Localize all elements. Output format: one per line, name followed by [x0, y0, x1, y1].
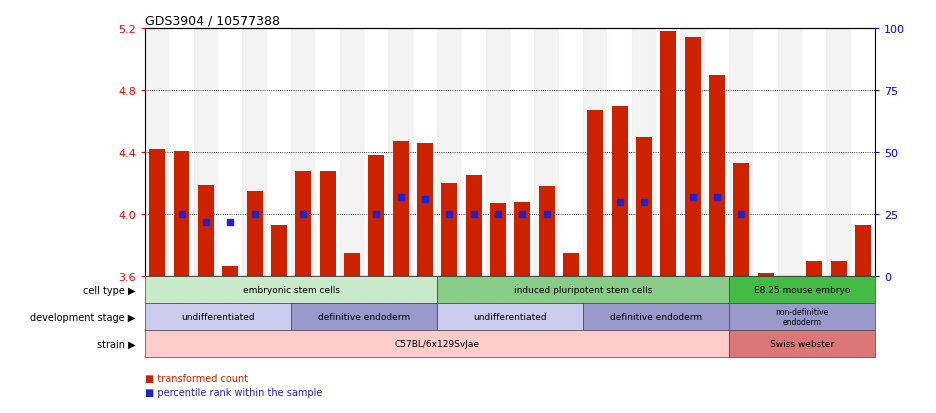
Bar [461, 29, 486, 277]
Bar [729, 277, 875, 304]
Bar [174, 151, 189, 277]
Bar [632, 29, 656, 277]
Text: E8.25 mouse embryo: E8.25 mouse embryo [754, 286, 850, 294]
Text: undifferentiated: undifferentiated [182, 313, 255, 321]
Bar [705, 29, 729, 277]
Bar [831, 261, 846, 277]
Text: cell type ▶: cell type ▶ [83, 285, 136, 295]
Bar [320, 171, 335, 277]
Text: definitive endoderm: definitive endoderm [610, 313, 702, 321]
Bar [145, 304, 291, 330]
Text: induced pluripotent stem cells: induced pluripotent stem cells [514, 286, 652, 294]
Bar [198, 185, 213, 277]
Bar [145, 277, 437, 304]
Bar [291, 29, 315, 277]
Bar [734, 164, 749, 277]
Bar [340, 29, 364, 277]
Bar [802, 29, 826, 277]
Bar [267, 29, 291, 277]
Bar [417, 143, 432, 277]
Bar [247, 192, 262, 277]
Bar [778, 29, 802, 277]
Text: undifferentiated: undifferentiated [474, 313, 547, 321]
Bar [150, 150, 165, 277]
Bar [539, 187, 554, 277]
Bar [661, 32, 676, 277]
Bar [636, 137, 651, 277]
Bar [413, 29, 437, 277]
Text: embryonic stem cells: embryonic stem cells [242, 286, 340, 294]
Bar [563, 254, 578, 277]
Bar [442, 184, 457, 277]
Bar [271, 225, 286, 277]
Bar [709, 75, 724, 277]
Bar [583, 304, 729, 330]
Text: Swiss webster: Swiss webster [770, 339, 834, 348]
Bar [486, 29, 510, 277]
Bar [510, 29, 534, 277]
Bar [364, 29, 388, 277]
Bar [388, 29, 413, 277]
Bar [145, 330, 729, 357]
Text: strain ▶: strain ▶ [97, 339, 136, 349]
Bar [583, 29, 607, 277]
Bar [729, 330, 875, 357]
Bar [490, 204, 505, 277]
Bar [656, 29, 680, 277]
Bar [315, 29, 340, 277]
Bar [194, 29, 218, 277]
Bar [437, 29, 461, 277]
Text: ■ percentile rank within the sample: ■ percentile rank within the sample [145, 387, 323, 397]
Bar [612, 106, 627, 277]
Bar [753, 29, 778, 277]
Bar [680, 29, 705, 277]
Bar [729, 29, 753, 277]
Bar [826, 29, 851, 277]
Text: non-definitive
endoderm: non-definitive endoderm [776, 307, 828, 327]
Bar [393, 142, 408, 277]
Bar [466, 176, 481, 277]
Bar [344, 254, 359, 277]
Bar [369, 156, 384, 277]
Bar [856, 225, 870, 277]
Bar [851, 29, 875, 277]
Bar [607, 29, 632, 277]
Bar [588, 111, 603, 277]
Bar [242, 29, 267, 277]
Bar [559, 29, 583, 277]
Text: development stage ▶: development stage ▶ [31, 312, 136, 322]
Bar [807, 261, 822, 277]
Bar [437, 277, 729, 304]
Bar [437, 304, 583, 330]
Bar [169, 29, 194, 277]
Bar [729, 304, 875, 330]
Bar [534, 29, 559, 277]
Text: GDS3904 / 10577388: GDS3904 / 10577388 [145, 15, 280, 28]
Bar [758, 273, 773, 277]
Bar [223, 266, 238, 277]
Bar [145, 29, 169, 277]
Bar [296, 171, 311, 277]
Bar [685, 38, 700, 277]
Bar [515, 202, 530, 277]
Text: C57BL/6x129SvJae: C57BL/6x129SvJae [395, 339, 479, 348]
Bar [218, 29, 242, 277]
Text: definitive endoderm: definitive endoderm [318, 313, 410, 321]
Text: ■ transformed count: ■ transformed count [145, 373, 248, 383]
Bar [291, 304, 437, 330]
